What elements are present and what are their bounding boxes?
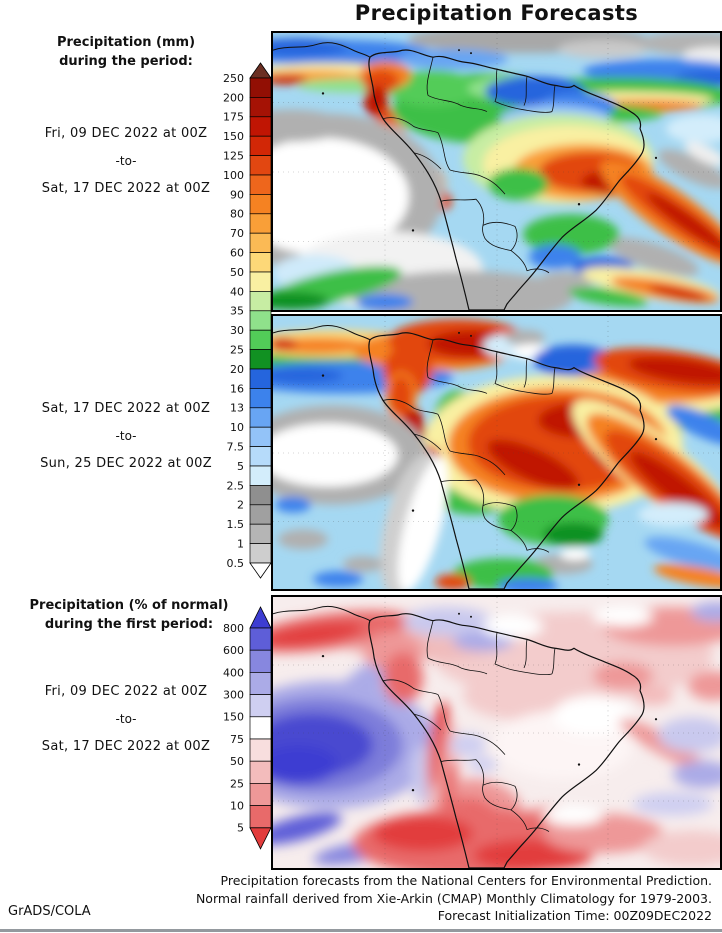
panel3-heading-line1: Precipitation (% of normal) — [29, 598, 229, 613]
precip-percent-colorbar: 800 600 400 300 150 75 50 25 10 5 — [223, 606, 272, 850]
svg-text:80: 80 — [230, 208, 244, 221]
map-precip-mm-period2 — [271, 314, 722, 591]
svg-text:5: 5 — [237, 460, 244, 473]
svg-text:250: 250 — [223, 72, 244, 85]
bottom-divider — [0, 929, 722, 932]
panel3-heading-line2: during the first period: — [44, 617, 214, 632]
panel1-heading-line2: during the period: — [59, 54, 193, 69]
svg-text:70: 70 — [230, 227, 244, 240]
panel1-period: Fri, 09 DEC 2022 at 00Z -to- Sat, 17 DEC… — [0, 126, 252, 196]
svg-text:600: 600 — [223, 644, 244, 657]
figure-title: Precipitation Forecasts — [354, 1, 639, 25]
panel1-to-label: -to- — [115, 154, 137, 168]
svg-text:1.5: 1.5 — [227, 518, 245, 531]
svg-text:150: 150 — [223, 711, 244, 724]
map-precip-mm-period1 — [271, 31, 722, 312]
precip-mm-colorbar: 2502001751501251009080706050403530252016… — [223, 62, 272, 579]
svg-text:90: 90 — [230, 188, 244, 201]
svg-text:60: 60 — [230, 246, 244, 259]
caption-line1: Precipitation forecasts from the Nationa… — [220, 873, 712, 888]
svg-text:2.5: 2.5 — [227, 479, 245, 492]
svg-text:35: 35 — [230, 305, 244, 318]
svg-text:20: 20 — [230, 363, 244, 376]
svg-text:1: 1 — [237, 537, 244, 550]
panel2-start-date: Sat, 17 DEC 2022 at 00Z — [41, 401, 211, 416]
svg-text:10: 10 — [230, 799, 244, 812]
panel1-start-date: Fri, 09 DEC 2022 at 00Z — [44, 126, 208, 141]
map-precip-percent-period1 — [271, 595, 722, 870]
svg-text:0.5: 0.5 — [227, 557, 245, 570]
panel1-end-date: Sat, 17 DEC 2022 at 00Z — [41, 181, 211, 196]
figure-caption: Precipitation forecasts from the Nationa… — [192, 872, 712, 925]
svg-text:50: 50 — [230, 266, 244, 279]
panel3-heading: Precipitation (% of normal) during the f… — [0, 596, 258, 634]
svg-text:125: 125 — [223, 149, 244, 162]
svg-text:50: 50 — [230, 755, 244, 768]
panel2-end-date: Sun, 25 DEC 2022 at 00Z — [40, 456, 212, 471]
panel3-start-date: Fri, 09 DEC 2022 at 00Z — [44, 684, 208, 699]
svg-text:10: 10 — [230, 421, 244, 434]
caption-line3: Forecast Initialization Time: 00Z09DEC20… — [437, 908, 712, 923]
svg-text:7.5: 7.5 — [227, 440, 245, 453]
grads-cola-credit: GrADS/COLA — [8, 904, 91, 919]
panel3-to-label: -to- — [115, 712, 137, 726]
panel1-heading: Precipitation (mm) during the period: — [0, 33, 252, 71]
svg-text:400: 400 — [223, 666, 244, 679]
caption-line2: Normal rainfall derived from Xie-Arkin (… — [195, 890, 712, 906]
panel2-period: Sat, 17 DEC 2022 at 00Z -to- Sun, 25 DEC… — [0, 401, 252, 471]
svg-text:2: 2 — [237, 499, 244, 512]
svg-text:16: 16 — [230, 382, 244, 395]
panel3-period: Fri, 09 DEC 2022 at 00Z -to- Sat, 17 DEC… — [0, 684, 252, 754]
svg-text:13: 13 — [230, 402, 244, 415]
svg-text:25: 25 — [230, 343, 244, 356]
svg-text:800: 800 — [223, 622, 244, 635]
panel2-to-label: -to- — [115, 429, 137, 443]
panel1-heading-line1: Precipitation (mm) — [56, 35, 196, 50]
svg-text:5: 5 — [237, 822, 244, 835]
panel3-end-date: Sat, 17 DEC 2022 at 00Z — [41, 739, 211, 754]
svg-text:40: 40 — [230, 285, 244, 298]
svg-text:200: 200 — [223, 91, 244, 104]
svg-text:300: 300 — [223, 688, 244, 701]
svg-text:75: 75 — [230, 733, 244, 746]
svg-text:30: 30 — [230, 324, 244, 337]
svg-text:175: 175 — [223, 111, 244, 124]
svg-text:100: 100 — [223, 169, 244, 182]
svg-text:150: 150 — [223, 130, 244, 143]
svg-text:25: 25 — [230, 777, 244, 790]
